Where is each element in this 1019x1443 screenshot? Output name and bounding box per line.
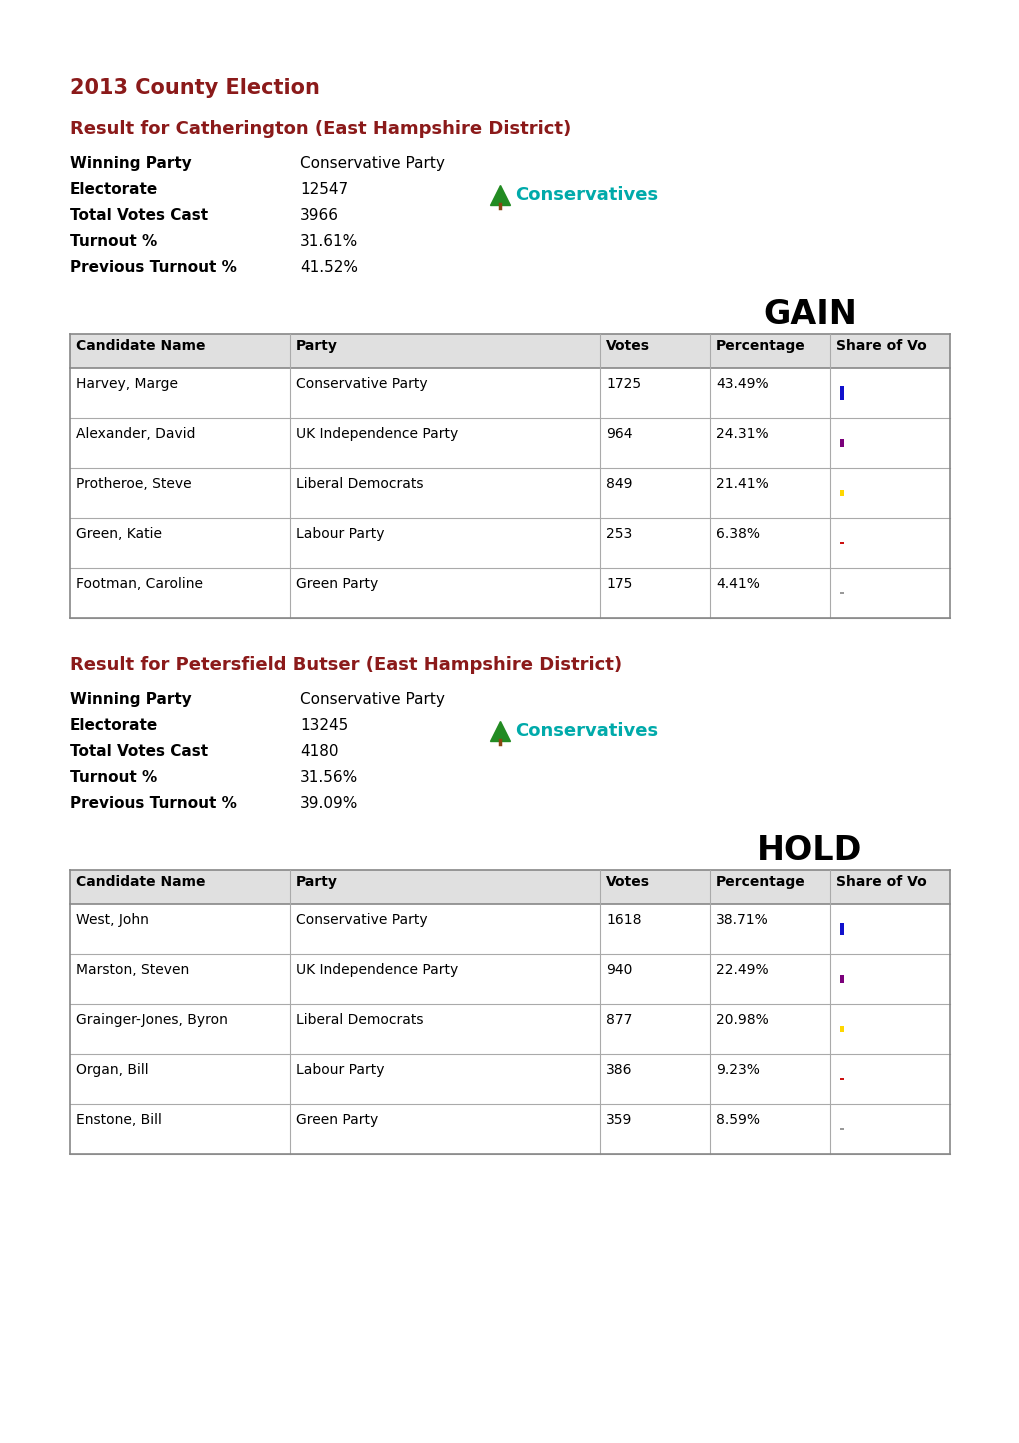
- Text: 12547: 12547: [300, 182, 347, 198]
- Text: Electorate: Electorate: [70, 182, 158, 198]
- Bar: [840, 1127, 843, 1130]
- Text: Enstone, Bill: Enstone, Bill: [76, 1113, 162, 1127]
- Text: Party: Party: [296, 874, 337, 889]
- Text: 386: 386: [605, 1063, 632, 1076]
- Text: 39.09%: 39.09%: [300, 797, 358, 811]
- Text: Winning Party: Winning Party: [70, 693, 192, 707]
- Text: Percentage: Percentage: [715, 874, 805, 889]
- Text: GAIN: GAIN: [762, 299, 856, 330]
- Text: Turnout %: Turnout %: [70, 771, 157, 785]
- Bar: [840, 543, 843, 544]
- Text: West, John: West, John: [76, 913, 149, 926]
- Text: Conservative Party: Conservative Party: [300, 693, 444, 707]
- Text: 43.49%: 43.49%: [715, 377, 768, 391]
- Bar: [840, 1026, 843, 1032]
- Text: Turnout %: Turnout %: [70, 234, 157, 250]
- Text: Grainger-Jones, Byron: Grainger-Jones, Byron: [76, 1013, 227, 1027]
- Text: 175: 175: [605, 577, 632, 592]
- Text: 359: 359: [605, 1113, 632, 1127]
- Text: 877: 877: [605, 1013, 632, 1027]
- Text: Candidate Name: Candidate Name: [76, 339, 205, 354]
- Text: Votes: Votes: [605, 339, 649, 354]
- Text: 1618: 1618: [605, 913, 641, 926]
- Text: Protheroe, Steve: Protheroe, Steve: [76, 478, 192, 491]
- Text: 38.71%: 38.71%: [715, 913, 768, 926]
- Text: Conservatives: Conservatives: [515, 186, 657, 203]
- Text: 940: 940: [605, 962, 632, 977]
- Text: Conservative Party: Conservative Party: [296, 913, 427, 926]
- Text: 21.41%: 21.41%: [715, 478, 768, 491]
- Text: Previous Turnout %: Previous Turnout %: [70, 797, 236, 811]
- Text: Labour Party: Labour Party: [296, 527, 384, 541]
- Text: 9.23%: 9.23%: [715, 1063, 759, 1076]
- Bar: [840, 924, 843, 935]
- Bar: [840, 439, 843, 447]
- Text: 31.61%: 31.61%: [300, 234, 358, 250]
- Text: Green Party: Green Party: [296, 577, 378, 592]
- Bar: [840, 592, 843, 595]
- Text: 964: 964: [605, 427, 632, 442]
- Text: Share of Vo: Share of Vo: [836, 339, 926, 354]
- Text: Liberal Democrats: Liberal Democrats: [296, 478, 423, 491]
- Text: Votes: Votes: [605, 874, 649, 889]
- Text: Total Votes Cast: Total Votes Cast: [70, 208, 208, 224]
- Text: 20.98%: 20.98%: [715, 1013, 768, 1027]
- Text: 22.49%: 22.49%: [715, 962, 768, 977]
- Text: 3966: 3966: [300, 208, 338, 224]
- Text: Winning Party: Winning Party: [70, 156, 192, 172]
- Bar: [840, 489, 843, 496]
- Text: Total Votes Cast: Total Votes Cast: [70, 745, 208, 759]
- Text: Alexander, David: Alexander, David: [76, 427, 196, 442]
- Text: Result for Catherington (East Hampshire District): Result for Catherington (East Hampshire …: [70, 120, 571, 139]
- Text: 849: 849: [605, 478, 632, 491]
- Text: 24.31%: 24.31%: [715, 427, 768, 442]
- Text: 1725: 1725: [605, 377, 641, 391]
- Text: Liberal Democrats: Liberal Democrats: [296, 1013, 423, 1027]
- Text: Result for Petersfield Butser (East Hampshire District): Result for Petersfield Butser (East Hamp…: [70, 657, 622, 674]
- Text: 4180: 4180: [300, 745, 338, 759]
- Text: HOLD: HOLD: [756, 834, 862, 867]
- Text: Candidate Name: Candidate Name: [76, 874, 205, 889]
- Text: 2013 County Election: 2013 County Election: [70, 78, 320, 98]
- Bar: [840, 387, 843, 400]
- Text: Percentage: Percentage: [715, 339, 805, 354]
- Text: Harvey, Marge: Harvey, Marge: [76, 377, 178, 391]
- Text: 41.52%: 41.52%: [300, 260, 358, 276]
- Bar: [840, 975, 843, 983]
- Text: Organ, Bill: Organ, Bill: [76, 1063, 149, 1076]
- Text: UK Independence Party: UK Independence Party: [296, 962, 458, 977]
- Bar: [840, 1078, 843, 1081]
- Text: Conservative Party: Conservative Party: [296, 377, 427, 391]
- Text: 13245: 13245: [300, 719, 347, 733]
- Text: UK Independence Party: UK Independence Party: [296, 427, 458, 442]
- Text: Labour Party: Labour Party: [296, 1063, 384, 1076]
- Text: Party: Party: [296, 339, 337, 354]
- Text: Electorate: Electorate: [70, 719, 158, 733]
- Text: 4.41%: 4.41%: [715, 577, 759, 592]
- Text: Conservatives: Conservatives: [515, 722, 657, 740]
- Text: Green, Katie: Green, Katie: [76, 527, 162, 541]
- Bar: [70, 333, 949, 368]
- Text: Green Party: Green Party: [296, 1113, 378, 1127]
- Text: Share of Vo: Share of Vo: [836, 874, 926, 889]
- Text: Conservative Party: Conservative Party: [300, 156, 444, 172]
- Text: 8.59%: 8.59%: [715, 1113, 759, 1127]
- Text: 31.56%: 31.56%: [300, 771, 358, 785]
- Bar: [70, 870, 949, 903]
- Text: Previous Turnout %: Previous Turnout %: [70, 260, 236, 276]
- Text: 6.38%: 6.38%: [715, 527, 759, 541]
- Text: Marston, Steven: Marston, Steven: [76, 962, 190, 977]
- Text: 253: 253: [605, 527, 632, 541]
- Text: Footman, Caroline: Footman, Caroline: [76, 577, 203, 592]
